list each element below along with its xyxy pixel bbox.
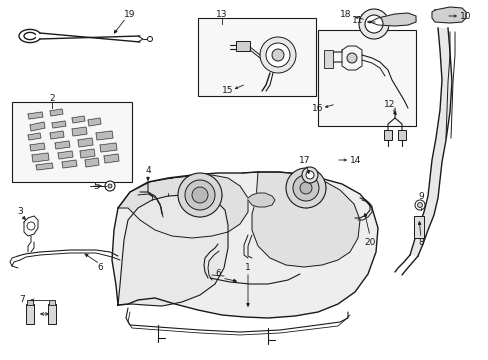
Bar <box>413 216 423 238</box>
Polygon shape <box>100 143 117 152</box>
Polygon shape <box>112 172 377 318</box>
Text: 16: 16 <box>312 104 323 113</box>
Text: 9: 9 <box>417 192 423 201</box>
Polygon shape <box>78 138 93 147</box>
Circle shape <box>184 180 215 210</box>
Polygon shape <box>96 131 113 140</box>
Polygon shape <box>369 13 415 26</box>
Polygon shape <box>30 122 45 131</box>
Circle shape <box>271 49 284 61</box>
Circle shape <box>302 167 317 183</box>
Polygon shape <box>32 153 49 162</box>
Circle shape <box>417 202 422 207</box>
Circle shape <box>285 168 325 208</box>
Bar <box>12 102 132 182</box>
Polygon shape <box>72 127 87 136</box>
Circle shape <box>265 43 289 67</box>
Circle shape <box>346 53 356 63</box>
Polygon shape <box>431 7 465 23</box>
Polygon shape <box>50 131 64 139</box>
Polygon shape <box>58 151 73 159</box>
Circle shape <box>105 181 115 191</box>
Polygon shape <box>251 172 359 267</box>
Polygon shape <box>247 193 274 207</box>
Polygon shape <box>72 116 85 123</box>
Text: 15: 15 <box>222 86 233 95</box>
Bar <box>49 300 55 305</box>
Polygon shape <box>80 149 95 158</box>
Circle shape <box>192 187 207 203</box>
Circle shape <box>147 36 152 41</box>
Polygon shape <box>52 121 66 128</box>
Text: 20: 20 <box>364 238 375 247</box>
Circle shape <box>27 222 35 230</box>
Circle shape <box>292 175 318 201</box>
Polygon shape <box>28 133 41 140</box>
Circle shape <box>299 182 311 194</box>
Text: 10: 10 <box>459 12 471 21</box>
Bar <box>397 130 405 140</box>
Bar <box>48 304 56 324</box>
Polygon shape <box>50 109 63 116</box>
Circle shape <box>108 184 112 188</box>
Text: 6: 6 <box>97 264 102 273</box>
Circle shape <box>178 173 222 217</box>
Circle shape <box>414 200 424 210</box>
Bar <box>383 130 391 140</box>
Polygon shape <box>62 160 77 168</box>
Circle shape <box>358 9 388 39</box>
Bar <box>236 41 249 51</box>
Text: 1: 1 <box>244 264 250 273</box>
Text: 19: 19 <box>124 9 136 18</box>
Text: 17: 17 <box>299 156 310 165</box>
Polygon shape <box>88 118 101 126</box>
Polygon shape <box>118 175 247 238</box>
Text: 8: 8 <box>417 238 423 247</box>
Polygon shape <box>118 195 227 306</box>
Text: 4: 4 <box>145 166 150 175</box>
Circle shape <box>260 37 295 73</box>
Polygon shape <box>30 143 45 151</box>
Text: 3: 3 <box>17 207 23 216</box>
Bar <box>27 300 33 305</box>
Polygon shape <box>55 141 70 149</box>
Polygon shape <box>104 154 119 163</box>
Bar <box>26 304 34 324</box>
Text: 18: 18 <box>340 9 351 18</box>
Polygon shape <box>36 163 53 170</box>
Text: 14: 14 <box>349 156 361 165</box>
Bar <box>198 18 315 96</box>
Text: 2: 2 <box>49 94 55 103</box>
Text: 7: 7 <box>19 296 25 305</box>
Text: 13: 13 <box>216 9 227 18</box>
Bar <box>317 30 415 126</box>
Bar <box>324 50 332 68</box>
Text: 11: 11 <box>351 15 363 24</box>
Text: 5: 5 <box>93 181 99 190</box>
Polygon shape <box>409 28 451 256</box>
Polygon shape <box>85 158 99 167</box>
Circle shape <box>305 171 313 179</box>
Text: 6: 6 <box>215 270 221 279</box>
Circle shape <box>364 15 382 33</box>
Polygon shape <box>28 112 43 119</box>
Text: 12: 12 <box>384 99 395 108</box>
